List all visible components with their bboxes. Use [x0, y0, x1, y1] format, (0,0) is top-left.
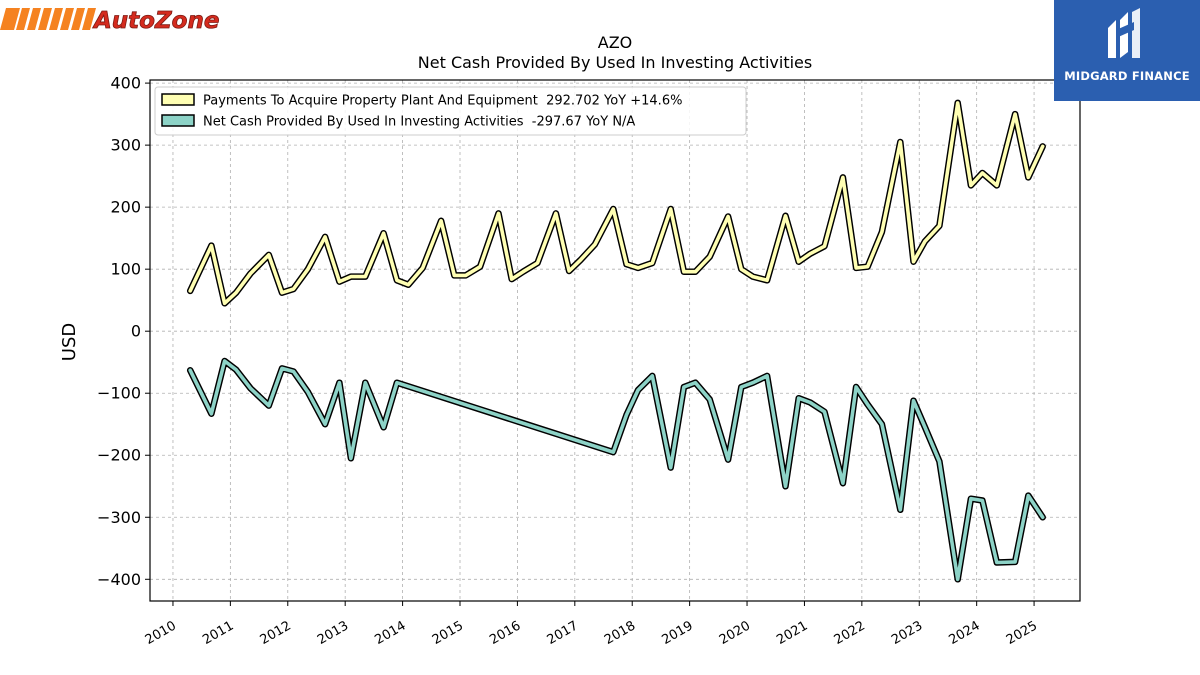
midgard-m-icon	[1108, 8, 1140, 58]
x-tick-label: 2019	[659, 618, 695, 648]
series-line	[188, 101, 1045, 306]
x-tick-label: 2020	[717, 618, 753, 648]
y-tick-label: 100	[110, 260, 141, 279]
legend-label: Net Cash Provided By Used In Investing A…	[203, 115, 635, 130]
midgard-finance-logo: MIDGARD FINANCE	[1054, 0, 1200, 101]
x-tick-label: 2024	[947, 618, 983, 648]
y-tick-label: 0	[131, 322, 141, 341]
series-line	[188, 359, 1045, 582]
legend: Payments To Acquire Property Plant And E…	[154, 86, 747, 136]
legend-label: Payments To Acquire Property Plant And E…	[203, 94, 682, 109]
legend-swatch	[161, 93, 195, 106]
x-tick-label: 2011	[200, 618, 236, 648]
x-tick-label: 2012	[258, 618, 294, 648]
y-tick-label: 200	[110, 198, 141, 217]
legend-box	[154, 86, 747, 136]
x-tick-label: 2017	[545, 618, 581, 648]
y-tick-label: −100	[97, 384, 141, 403]
y-tick-label: −300	[97, 508, 141, 527]
x-tick-label: 2014	[372, 618, 408, 648]
x-tick-label: 2022	[832, 618, 868, 648]
autozone-stripes-icon	[0, 8, 96, 30]
y-tick-label: −200	[97, 446, 141, 465]
x-tick-label: 2025	[1004, 618, 1040, 648]
chart-title: AZO	[598, 33, 633, 52]
y-axis-label: USD	[59, 323, 80, 361]
y-tick-label: −400	[97, 570, 141, 589]
x-tick-label: 2015	[430, 618, 466, 648]
y-tick-label: 400	[110, 74, 141, 93]
chart-subtitle: Net Cash Provided By Used In Investing A…	[418, 53, 812, 72]
y-tick-label: 300	[110, 136, 141, 155]
plot-frame	[149, 79, 1081, 602]
series-layer	[186, 99, 1046, 583]
x-tick-label: 2010	[143, 618, 179, 648]
legend-swatch	[161, 114, 195, 127]
autozone-logo: AutoZone	[0, 8, 220, 34]
series-line-outline	[186, 357, 1046, 583]
x-tick-label: 2013	[315, 618, 351, 648]
autozone-logo-text: AutoZone	[92, 8, 219, 34]
x-tick-label: 2023	[889, 618, 925, 648]
midgard-finance-text: MIDGARD FINANCE	[1064, 69, 1190, 83]
x-tick-label: 2021	[774, 618, 810, 648]
x-tick-label: 2016	[487, 618, 523, 648]
x-tick-label: 2018	[602, 618, 638, 648]
grid	[150, 80, 1080, 601]
